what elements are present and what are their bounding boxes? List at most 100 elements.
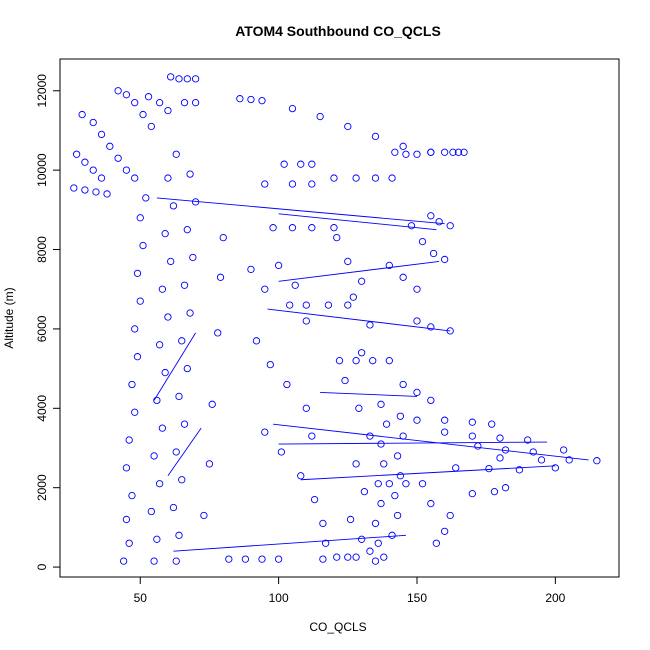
data-point	[122, 166, 131, 174]
data-point	[283, 380, 291, 389]
data-point	[551, 464, 560, 472]
data-point	[302, 317, 310, 325]
data-point	[413, 150, 421, 158]
data-point	[341, 376, 349, 385]
data-point	[288, 104, 297, 113]
data-point	[241, 555, 250, 563]
data-point	[288, 224, 297, 232]
data-point	[89, 166, 97, 174]
data-point	[374, 539, 382, 547]
data-point	[302, 404, 310, 412]
data-point	[349, 293, 357, 301]
data-point	[496, 454, 504, 462]
points-layer	[70, 73, 601, 565]
data-point	[468, 418, 476, 426]
data-point	[167, 73, 175, 81]
data-point	[139, 241, 147, 250]
data-point	[399, 432, 407, 440]
data-point	[413, 317, 421, 325]
data-point	[324, 301, 333, 309]
data-point	[333, 553, 341, 561]
data-point	[371, 174, 380, 182]
data-point	[357, 349, 366, 357]
data-point	[446, 511, 454, 520]
data-point	[524, 436, 532, 444]
data-point	[161, 230, 169, 238]
y-tick-label: 6000	[35, 315, 49, 342]
data-point	[172, 448, 180, 456]
data-point	[114, 154, 122, 162]
data-point	[308, 180, 316, 188]
data-point	[310, 495, 319, 504]
data-point	[393, 452, 402, 460]
data-point	[274, 261, 283, 270]
data-point	[247, 95, 255, 104]
data-point	[103, 190, 111, 198]
data-point	[413, 285, 421, 293]
data-point	[454, 148, 463, 156]
data-point	[374, 480, 382, 488]
data-point	[407, 222, 416, 230]
segments-layer	[153, 197, 589, 552]
data-point	[286, 301, 294, 309]
data-point	[219, 233, 227, 242]
data-point	[164, 313, 172, 321]
data-point	[335, 357, 344, 365]
data-point	[122, 515, 131, 524]
data-point	[106, 142, 114, 150]
data-point	[385, 261, 393, 270]
data-point	[183, 75, 191, 83]
data-point	[366, 432, 374, 440]
data-point	[308, 160, 316, 168]
data-point	[352, 460, 360, 468]
data-point	[322, 539, 330, 547]
data-point	[142, 194, 150, 202]
data-point	[164, 174, 172, 182]
data-point	[291, 281, 299, 289]
data-point	[427, 323, 435, 331]
data-point	[164, 106, 172, 115]
data-point	[308, 224, 316, 232]
data-point	[78, 110, 86, 119]
data-point	[258, 97, 266, 105]
data-point	[418, 480, 427, 488]
data-point	[208, 400, 216, 408]
data-point	[288, 180, 297, 188]
data-point	[114, 87, 122, 95]
data-point	[427, 499, 435, 508]
x-axis-label: CO_QCLS	[309, 620, 366, 634]
x-axis: 50 100 150 200	[134, 576, 566, 605]
data-point	[360, 488, 369, 496]
data-point	[172, 150, 180, 158]
data-point	[352, 174, 360, 182]
data-point	[261, 428, 269, 436]
data-point	[380, 553, 388, 561]
data-point	[81, 158, 89, 166]
data-point	[186, 170, 194, 178]
data-point	[418, 237, 427, 246]
data-point	[261, 285, 269, 293]
data-point	[136, 214, 144, 222]
y-tick-label: 10000	[35, 153, 49, 187]
data-point	[385, 357, 393, 365]
data-point	[402, 150, 410, 158]
data-point	[133, 353, 142, 361]
y-tick-label: 2000	[35, 474, 49, 501]
data-point	[432, 539, 441, 547]
data-point	[355, 404, 363, 412]
data-point	[529, 448, 537, 456]
data-point	[371, 519, 380, 528]
data-point	[429, 249, 438, 258]
data-point	[125, 539, 133, 547]
data-point	[593, 457, 601, 465]
data-point	[128, 380, 136, 389]
y-tick-label: 4000	[35, 395, 49, 422]
data-point	[158, 285, 167, 293]
data-point	[344, 122, 352, 131]
data-point	[125, 436, 133, 444]
data-point	[258, 555, 266, 563]
data-point	[366, 547, 374, 555]
data-point	[468, 432, 476, 440]
data-point	[302, 301, 310, 309]
